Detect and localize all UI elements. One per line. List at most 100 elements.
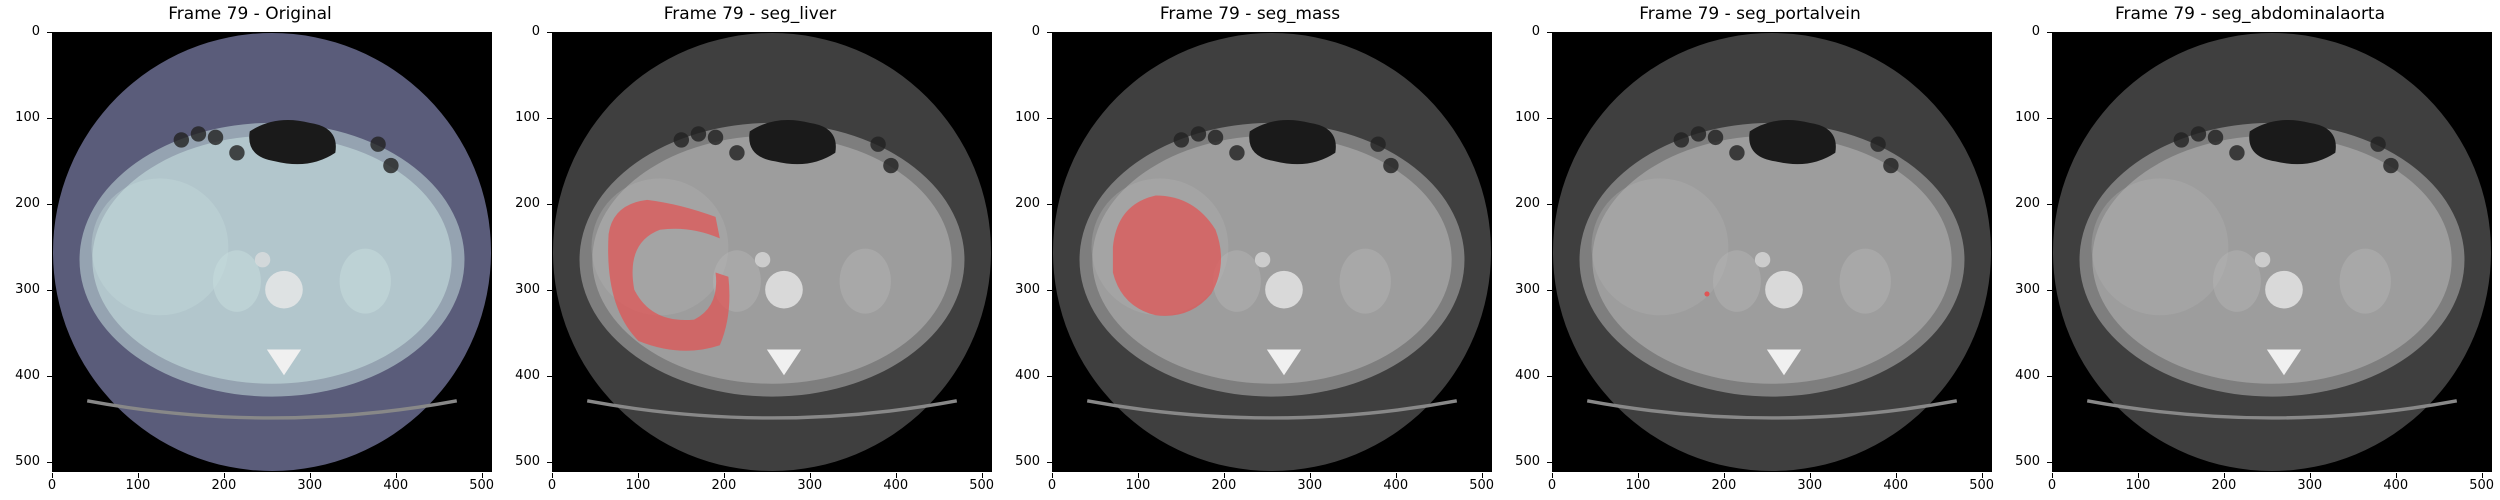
x-tick-label: 200: [204, 473, 244, 493]
vertebra: [265, 270, 303, 309]
panel-title: Frame 79 - seg_abdominalaorta: [2114, 4, 2386, 24]
y-tick-label: 200: [1504, 196, 1552, 211]
x-tick-label: 300: [2290, 473, 2330, 493]
ct-image-axes: [552, 32, 992, 472]
bowel-loop: [229, 145, 245, 161]
y-tick-label: 100: [2004, 110, 2052, 125]
aorta: [2254, 252, 2271, 268]
aorta: [1254, 252, 1271, 268]
x-tick-label: 400: [876, 473, 916, 493]
y-tick-label: 400: [1504, 368, 1552, 383]
x-tick-label: 100: [1618, 473, 1658, 493]
y-tick-label: 300: [1504, 282, 1552, 297]
x-tick-label: 200: [704, 473, 744, 493]
x-tick-label: 400: [2376, 473, 2416, 493]
x-tick-label: 500: [1962, 473, 2002, 493]
x-tick-label: 400: [376, 473, 416, 493]
x-tick-label: 0: [1532, 473, 1572, 493]
ct-table: [2086, 399, 2458, 420]
bowel-loop: [1673, 132, 1690, 148]
x-tick-label: 100: [2118, 473, 2158, 493]
kidney-left: [1212, 250, 1261, 312]
panel-title: Frame 79 - seg_portalvein: [1639, 4, 1861, 24]
panel-title: Frame 79 - seg_mass: [1159, 4, 1341, 24]
x-tick-label: 500: [462, 473, 502, 493]
ct-table: [1086, 399, 1458, 420]
kidney-left: [2212, 250, 2261, 312]
y-tick-label: 500: [2004, 454, 2052, 469]
ct-table: [86, 399, 458, 420]
kidney-right: [2339, 248, 2391, 314]
ct-image-axes: [2052, 32, 2492, 472]
ct-scan-image: [553, 33, 991, 471]
y-tick-label: 100: [1004, 110, 1052, 125]
spinous-process: [766, 349, 802, 376]
y-tick-label: 500: [1004, 454, 1052, 469]
bowel-loop: [2190, 126, 2207, 142]
x-tick-label: 100: [118, 473, 158, 493]
x-tick-label: 500: [1462, 473, 1502, 493]
liver-region: [2091, 178, 2229, 316]
portalvein-segmentation-overlay: [1704, 291, 1710, 297]
spinous-process: [2266, 349, 2302, 376]
bowel-loop: [2383, 157, 2399, 174]
x-tick-label: 300: [1790, 473, 1830, 493]
kidney-right: [1339, 248, 1391, 314]
y-tick-label: 0: [504, 24, 552, 39]
bowel-loop: [1870, 136, 1886, 152]
panel-title: Frame 79 - seg_liver: [663, 4, 837, 24]
vertebra: [1265, 270, 1303, 309]
ct-scan-image: [2053, 33, 2491, 471]
stomach-gas: [749, 119, 836, 165]
y-tick-label: 400: [504, 368, 552, 383]
y-tick-label: 200: [4, 196, 52, 211]
bowel-loop: [1370, 136, 1386, 152]
bowel-loop: [383, 157, 399, 174]
y-tick-label: 200: [1004, 196, 1052, 211]
ct-panel: Frame 79 - seg_mass 0 100 200 300 400 500 0 100 2…: [1000, 0, 1500, 500]
x-tick-label: 500: [962, 473, 1002, 493]
x-tick-label: 0: [32, 473, 72, 493]
aorta: [1754, 252, 1771, 268]
ct-image-axes: [1052, 32, 1492, 472]
y-tick-label: 100: [504, 110, 552, 125]
abdomen-tissue: [92, 135, 452, 384]
y-tick-label: 400: [1004, 368, 1052, 383]
y-tick-label: 0: [1004, 24, 1052, 39]
y-tick-label: 500: [1504, 454, 1552, 469]
ct-panel: Frame 79 - seg_abdominalaorta 0 100 200 300 4…: [2000, 0, 2500, 500]
spinous-process: [1266, 349, 1302, 376]
vertebra: [2265, 270, 2303, 309]
liver-region: [1591, 178, 1729, 316]
stomach-gas: [1749, 119, 1836, 165]
x-tick-label: 200: [1704, 473, 1744, 493]
bowel-loop: [1707, 129, 1724, 146]
x-tick-label: 300: [290, 473, 330, 493]
y-tick-label: 400: [2004, 368, 2052, 383]
kidney-right: [839, 248, 891, 314]
y-tick-label: 300: [504, 282, 552, 297]
bowel-loop: [1173, 132, 1190, 148]
spinous-process: [1766, 349, 1802, 376]
aorta: [254, 252, 271, 268]
y-tick-label: 0: [1504, 24, 1552, 39]
x-tick-label: 200: [1204, 473, 1244, 493]
ct-table: [586, 399, 958, 420]
y-tick-label: 100: [1504, 110, 1552, 125]
y-tick-label: 300: [2004, 282, 2052, 297]
aorta: [754, 252, 771, 268]
kidney-right: [339, 248, 391, 314]
stomach-gas: [1249, 119, 1336, 165]
ct-image-axes: [1552, 32, 1992, 472]
vertebra: [1765, 270, 1803, 309]
bowel-loop: [1883, 157, 1899, 174]
x-tick-label: 200: [2204, 473, 2244, 493]
y-tick-label: 500: [4, 454, 52, 469]
liver-region: [91, 178, 229, 316]
x-tick-label: 0: [532, 473, 572, 493]
bowel-loop: [707, 129, 724, 146]
stomach-gas: [2249, 119, 2336, 165]
bowel-loop: [1190, 126, 1207, 142]
x-tick-label: 0: [1032, 473, 1072, 493]
bowel-loop: [729, 145, 745, 161]
